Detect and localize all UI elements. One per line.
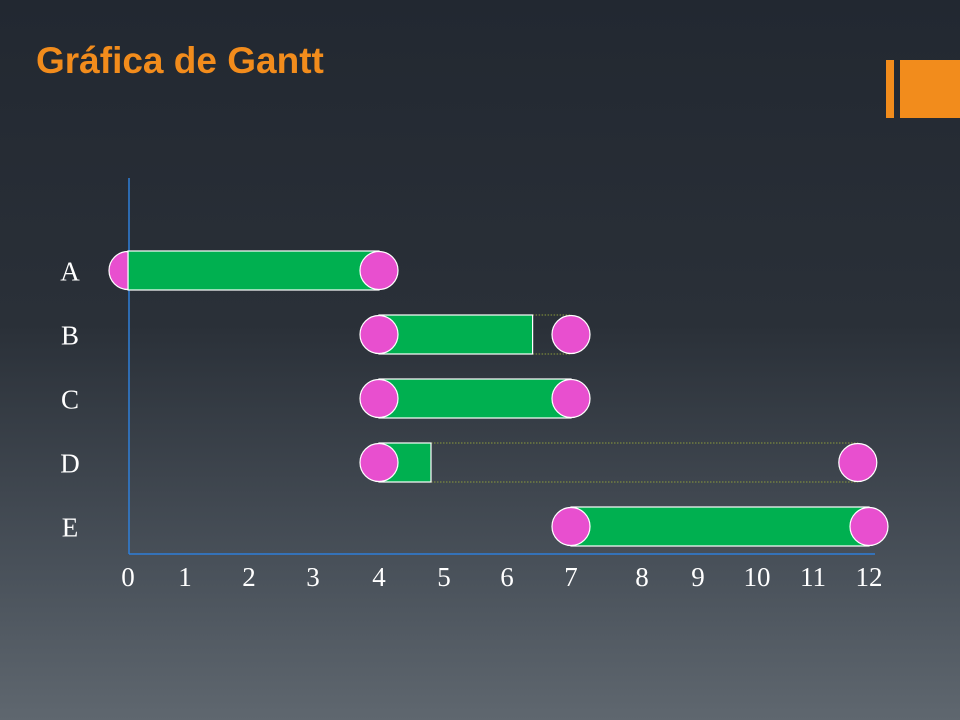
- x-tick-label: 6: [500, 562, 514, 592]
- accent-block: [900, 60, 960, 118]
- start-milestone: [359, 442, 399, 483]
- task-label: E: [62, 513, 79, 543]
- x-tick-label: 11: [800, 562, 826, 592]
- slide-title: Gráfica de Gantt: [36, 40, 324, 81]
- task-bar: [378, 314, 534, 355]
- end-milestone: [551, 314, 591, 355]
- x-tick-label: 10: [744, 562, 771, 592]
- x-tick-label: 5: [437, 562, 451, 592]
- x-tick-label: 4: [372, 562, 386, 592]
- task-label: A: [60, 257, 80, 287]
- task-label: D: [60, 449, 80, 479]
- x-tick-label: 7: [564, 562, 578, 592]
- end-milestone: [838, 442, 878, 483]
- end-milestone: [551, 378, 591, 419]
- x-tick-label: 1: [178, 562, 192, 592]
- task-label: C: [61, 385, 79, 415]
- x-tick-label: 2: [242, 562, 256, 592]
- x-tick-label: 9: [691, 562, 705, 592]
- task-bar: [378, 378, 572, 419]
- task-bar: [127, 250, 380, 291]
- start-milestone: [359, 378, 399, 419]
- start-milestone: [108, 250, 129, 291]
- end-milestone: [849, 506, 889, 547]
- x-tick-label: 3: [306, 562, 320, 592]
- accent-bar-thin: [886, 60, 894, 118]
- end-milestone: [359, 250, 399, 291]
- start-milestone: [551, 506, 591, 547]
- task-bar: [570, 506, 870, 547]
- start-milestone: [359, 314, 399, 355]
- task-label: B: [61, 321, 79, 351]
- x-tick-label: 8: [635, 562, 649, 592]
- x-tick-label: 12: [856, 562, 883, 592]
- x-tick-label: 0: [121, 562, 135, 592]
